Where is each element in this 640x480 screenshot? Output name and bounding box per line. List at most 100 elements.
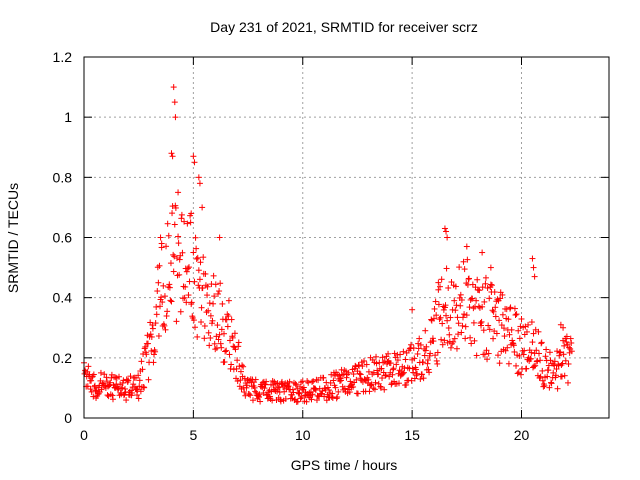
data-point <box>159 299 166 306</box>
data-point <box>355 362 362 369</box>
data-point <box>191 159 198 166</box>
data-point <box>296 389 303 396</box>
data-point <box>172 114 179 121</box>
data-point <box>548 379 555 386</box>
data-point <box>155 279 162 286</box>
data-point <box>508 326 515 333</box>
data-point <box>441 337 448 344</box>
data-point <box>201 335 208 342</box>
data-point <box>150 359 157 366</box>
data-point <box>129 389 136 396</box>
data-point <box>336 372 343 379</box>
data-point <box>463 243 470 250</box>
data-point <box>504 344 511 351</box>
data-point <box>447 314 454 321</box>
data-point <box>207 312 214 319</box>
data-point <box>252 388 259 395</box>
data-point <box>462 323 469 330</box>
data-point <box>373 360 380 367</box>
data-point <box>173 318 180 325</box>
data-point <box>460 258 467 265</box>
data-point <box>568 339 575 346</box>
data-point <box>516 352 523 359</box>
data-point <box>176 256 183 263</box>
data-point <box>260 389 267 396</box>
data-point <box>503 306 510 313</box>
data-point <box>175 240 182 247</box>
data-point <box>164 308 171 315</box>
data-point <box>565 360 572 367</box>
data-point <box>491 289 498 296</box>
data-point <box>431 315 437 322</box>
data-point <box>482 280 489 287</box>
data-point <box>439 341 446 348</box>
data-point <box>201 323 208 330</box>
data-point <box>188 210 195 217</box>
data-point <box>553 366 560 373</box>
data-point <box>165 232 172 239</box>
data-point <box>558 361 565 368</box>
data-point <box>84 383 91 390</box>
data-point <box>544 373 551 380</box>
data-point <box>235 339 242 346</box>
data-point <box>492 304 499 311</box>
data-point <box>91 383 98 390</box>
data-point <box>452 283 459 290</box>
data-point <box>175 189 182 196</box>
data-point <box>457 291 464 298</box>
data-point <box>122 385 129 392</box>
data-point <box>567 335 574 342</box>
data-point <box>568 348 575 355</box>
data-point <box>479 303 486 310</box>
data-point <box>163 312 170 319</box>
data-point <box>552 372 559 379</box>
data-point <box>197 259 204 266</box>
data-point <box>109 392 116 399</box>
data-point <box>289 386 296 393</box>
data-point <box>164 220 171 227</box>
data-point <box>241 375 248 382</box>
data-point <box>184 220 191 227</box>
data-point <box>225 313 232 320</box>
data-point <box>396 380 402 387</box>
data-point <box>334 394 341 401</box>
data-point <box>520 351 527 358</box>
data-point <box>181 218 188 225</box>
data-point <box>202 270 209 277</box>
data-point <box>261 385 268 392</box>
data-point <box>234 357 241 364</box>
data-point <box>171 221 178 228</box>
data-point <box>217 340 224 347</box>
data-point <box>529 339 536 346</box>
data-point <box>88 377 95 384</box>
data-point <box>335 388 342 395</box>
data-point <box>557 349 564 356</box>
data-point <box>127 373 134 380</box>
data-point <box>517 371 524 378</box>
x-tick-labels: 0 5 10 15 20 <box>80 427 529 443</box>
data-point <box>506 331 513 338</box>
data-point <box>447 344 454 351</box>
data-point <box>511 348 518 355</box>
data-point <box>233 365 240 372</box>
data-point <box>464 256 471 263</box>
data-point <box>168 150 175 157</box>
data-point <box>116 373 122 380</box>
data-point <box>195 267 202 274</box>
data-point <box>137 388 144 395</box>
data-point <box>312 387 319 394</box>
data-point <box>379 354 386 361</box>
data-point <box>286 378 293 385</box>
x-tick-label: 15 <box>404 427 420 443</box>
data-point <box>418 371 425 378</box>
data-point <box>525 321 532 328</box>
data-point <box>455 320 462 327</box>
data-point <box>499 311 506 318</box>
data-point <box>330 377 337 384</box>
data-point <box>332 384 339 391</box>
data-point <box>166 281 173 288</box>
data-point <box>217 280 224 287</box>
data-point <box>143 351 150 358</box>
data-point <box>103 378 110 385</box>
